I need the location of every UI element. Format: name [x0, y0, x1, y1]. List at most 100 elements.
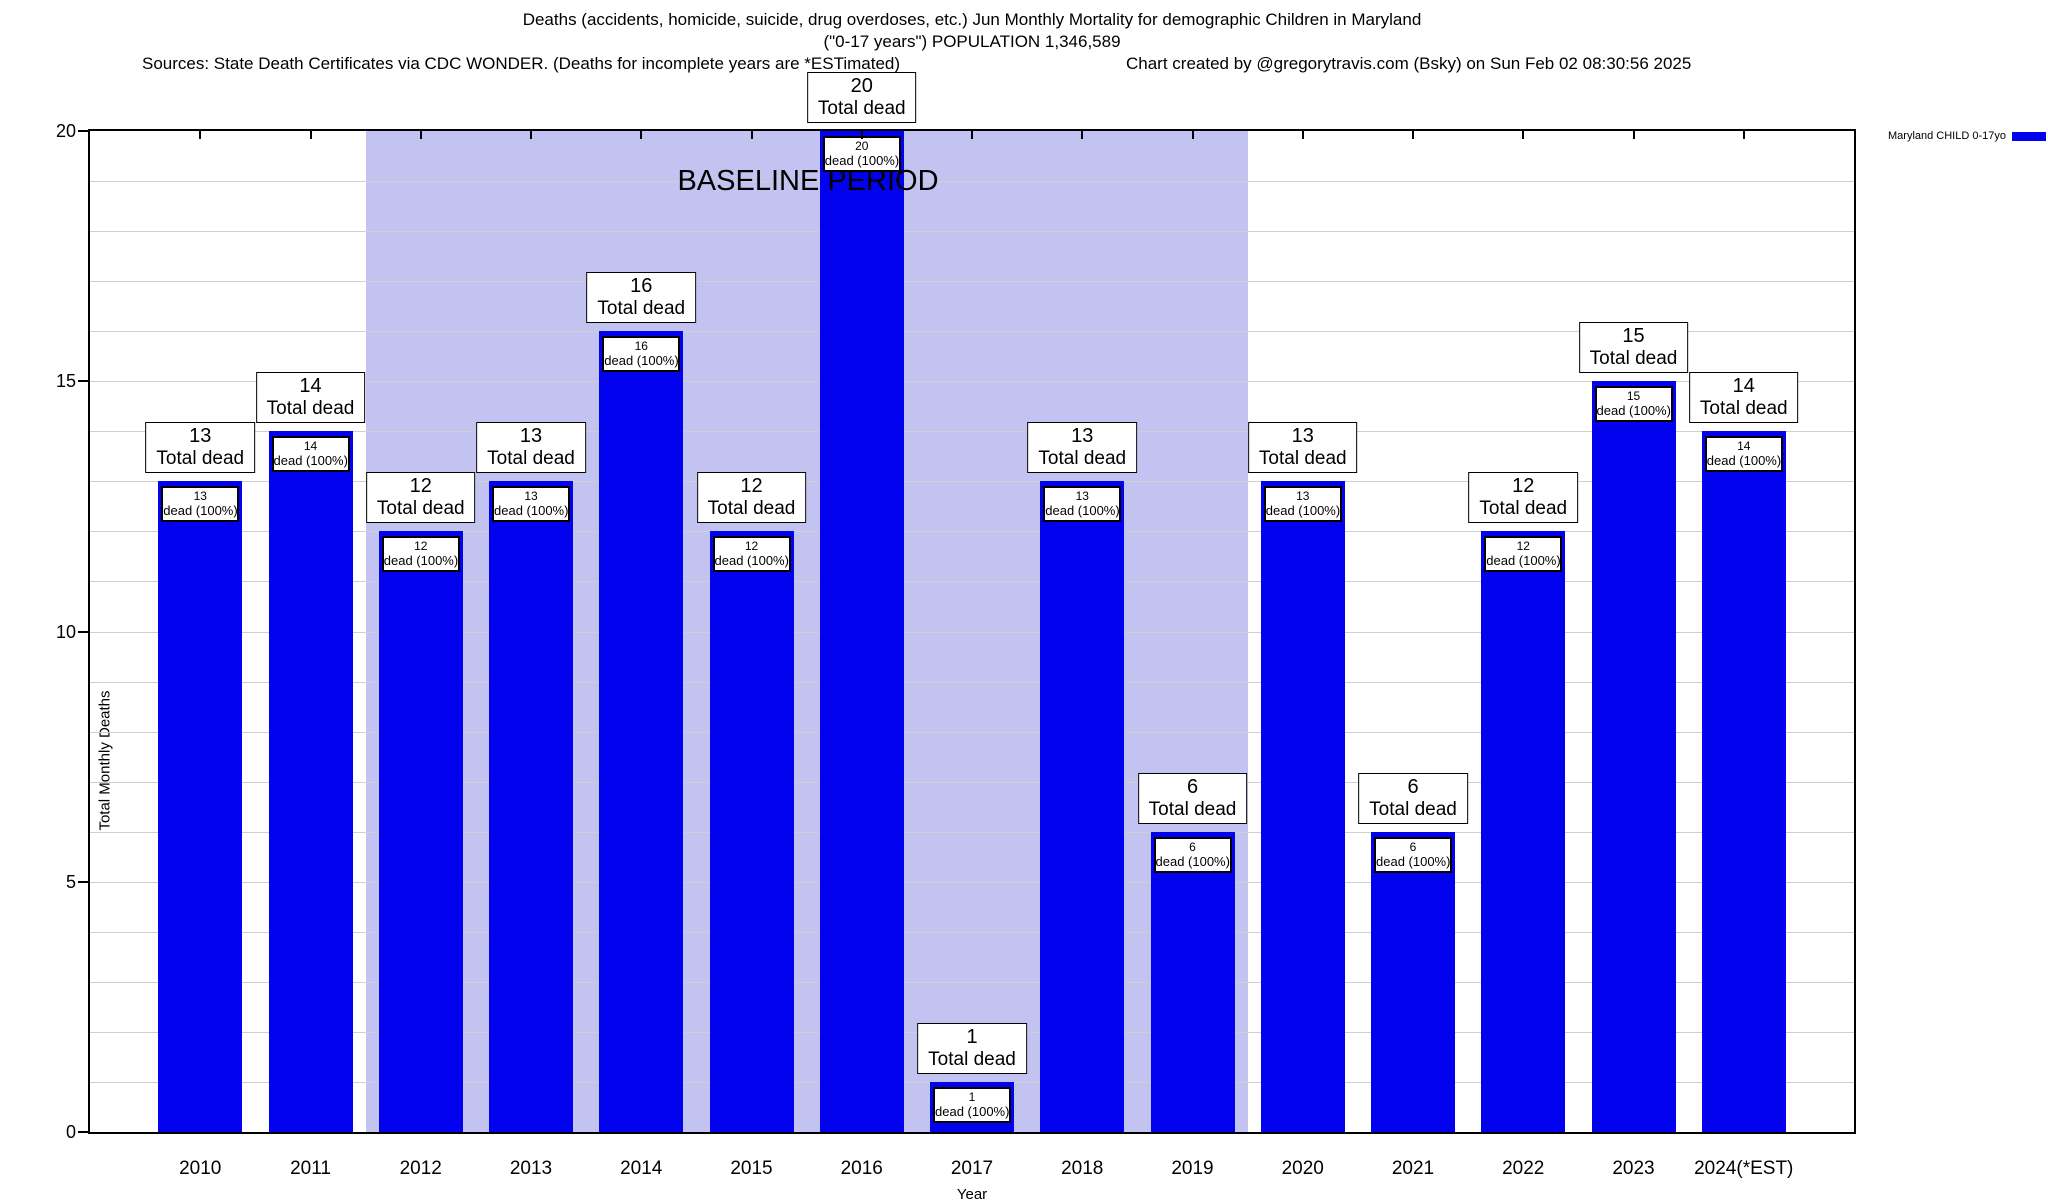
label-value: 13 [1291, 425, 1314, 448]
label-value: 20 [850, 75, 873, 97]
gridline [90, 981, 1854, 983]
bar-2016 [819, 131, 904, 1132]
bar-total-label-2010: 13 Total dead [145, 422, 256, 474]
label-text: Total dead [1589, 348, 1678, 370]
x-tick-mark-2024(*EST) [1742, 131, 1745, 139]
label-text: Total dead [376, 498, 465, 520]
label-text: dead (100%) [1155, 853, 1230, 869]
y-tick-mark [78, 1131, 88, 1133]
gridline [90, 581, 1854, 583]
label-text: Total dead [1479, 498, 1568, 520]
chart-title-line2: ("0-17 years") POPULATION 1,346,589 [823, 32, 1121, 51]
label-value: 6 [1189, 839, 1196, 854]
label-value: 12 [409, 475, 432, 498]
bar-total-label-2019: 6 Total dead [1137, 772, 1248, 824]
label-text: Total dead [707, 498, 796, 520]
label-text: dead (100%) [1596, 403, 1671, 419]
x-tick-label-2013: 2013 [509, 1158, 553, 1179]
bar-inner-label-2013: 13 dead (100%) [492, 486, 570, 523]
gridline [90, 881, 1854, 883]
bar-inner-label-2022: 12 dead (100%) [1484, 536, 1563, 573]
bar-2013 [489, 481, 573, 1132]
sources-note: Sources: State Death Certificates via CD… [142, 54, 901, 73]
bar-total-label-2021: 6 Total dead [1358, 772, 1468, 824]
bar-total-label-2024(*EST): 14 Total dead [1688, 372, 1799, 424]
label-value: 12 [1512, 475, 1535, 498]
y-axis-title: Total Monthly Deaths [96, 690, 114, 831]
x-tick-mark-2022 [1522, 131, 1525, 139]
label-value: 20 [855, 139, 869, 153]
x-tick-label-2018: 2018 [1061, 1158, 1104, 1179]
label-text: dead (100%) [383, 553, 459, 569]
x-tick-mark-2021 [1412, 131, 1414, 139]
bar-2019 [1150, 831, 1235, 1132]
label-text: Total dead [597, 298, 686, 320]
label-value: 16 [634, 339, 648, 354]
x-tick-mark-2016 [860, 131, 863, 139]
bar-total-label-2017: 1 Total dead [917, 1022, 1027, 1074]
label-text: Total dead [487, 448, 575, 470]
label-text: dead (100%) [1045, 503, 1120, 519]
label-text: dead (100%) [604, 353, 679, 369]
label-text: Total dead [156, 448, 245, 470]
label-value: 6 [1186, 775, 1199, 798]
gridline [90, 631, 1854, 633]
bar-total-label-2016: 20 Total dead [806, 72, 917, 123]
y-tick-label: 10 [55, 621, 76, 642]
gridline [90, 481, 1854, 483]
label-value: 14 [1732, 375, 1755, 398]
label-value: 15 [1626, 389, 1641, 404]
bar-inner-label-2019: 6 dead (100%) [1153, 836, 1232, 873]
label-value: 13 [1296, 489, 1310, 504]
label-text: dead (100%) [494, 503, 569, 519]
bar-2015 [709, 531, 794, 1132]
bar-total-label-2014: 16 Total dead [586, 272, 697, 324]
x-tick-label-2011: 2011 [290, 1158, 331, 1179]
x-tick-label-2016: 2016 [840, 1158, 883, 1179]
bar-total-label-2018: 13 Total dead [1027, 422, 1138, 474]
x-tick-label-2022: 2022 [1502, 1158, 1545, 1179]
bar-total-label-2011: 14 Total dead [255, 372, 366, 424]
bar-2024(*EST) [1701, 431, 1786, 1132]
label-value: 15 [1622, 325, 1645, 348]
bar-total-label-2013: 13 Total dead [476, 422, 586, 474]
label-text: dead (100%) [935, 1103, 1010, 1119]
x-tick-label-2012: 2012 [399, 1158, 442, 1179]
gridline [90, 831, 1854, 833]
label-text: Total dead [1258, 448, 1347, 470]
x-tick-mark-2010 [199, 131, 202, 139]
gridline [90, 931, 1854, 933]
bar-total-label-2015: 12 Total dead [696, 472, 807, 524]
x-tick-label-2015: 2015 [730, 1158, 773, 1179]
label-text: dead (100%) [273, 453, 348, 469]
label-value: 14 [303, 439, 318, 454]
x-tick-label-2019: 2019 [1171, 1158, 1214, 1179]
label-value: 13 [1071, 425, 1094, 448]
label-value: 6 [1407, 775, 1419, 798]
label-text: dead (100%) [824, 153, 900, 168]
gridline [90, 681, 1854, 683]
x-tick-label-2017: 2017 [950, 1158, 994, 1179]
y-tick-label: 5 [65, 871, 76, 892]
x-axis-title: Year [956, 1186, 988, 1203]
bar-2011 [268, 431, 353, 1132]
x-tick-mark-2015 [750, 131, 753, 139]
label-value: 13 [189, 425, 212, 448]
y-tick-mark [78, 880, 88, 883]
label-text: Total dead [817, 98, 906, 119]
label-value: 12 [744, 539, 759, 554]
label-text: dead (100%) [163, 503, 238, 519]
bar-total-label-2012: 12 Total dead [365, 472, 476, 524]
label-value: 14 [299, 375, 322, 398]
gridline [90, 431, 1854, 433]
label-value: 16 [630, 275, 653, 298]
gridline [90, 531, 1854, 533]
gridline [90, 381, 1854, 383]
bar-inner-label-2016: 20 dead (100%) [822, 136, 901, 172]
label-value: 6 [1409, 839, 1417, 854]
x-tick-label-2020: 2020 [1281, 1158, 1324, 1179]
x-tick-label-2024(*EST): 2024(*EST) [1694, 1158, 1794, 1179]
label-text: Total dead [1699, 398, 1788, 420]
y-tick-mark [78, 630, 88, 633]
bar-inner-label-2023: 15 dead (100%) [1594, 386, 1673, 423]
